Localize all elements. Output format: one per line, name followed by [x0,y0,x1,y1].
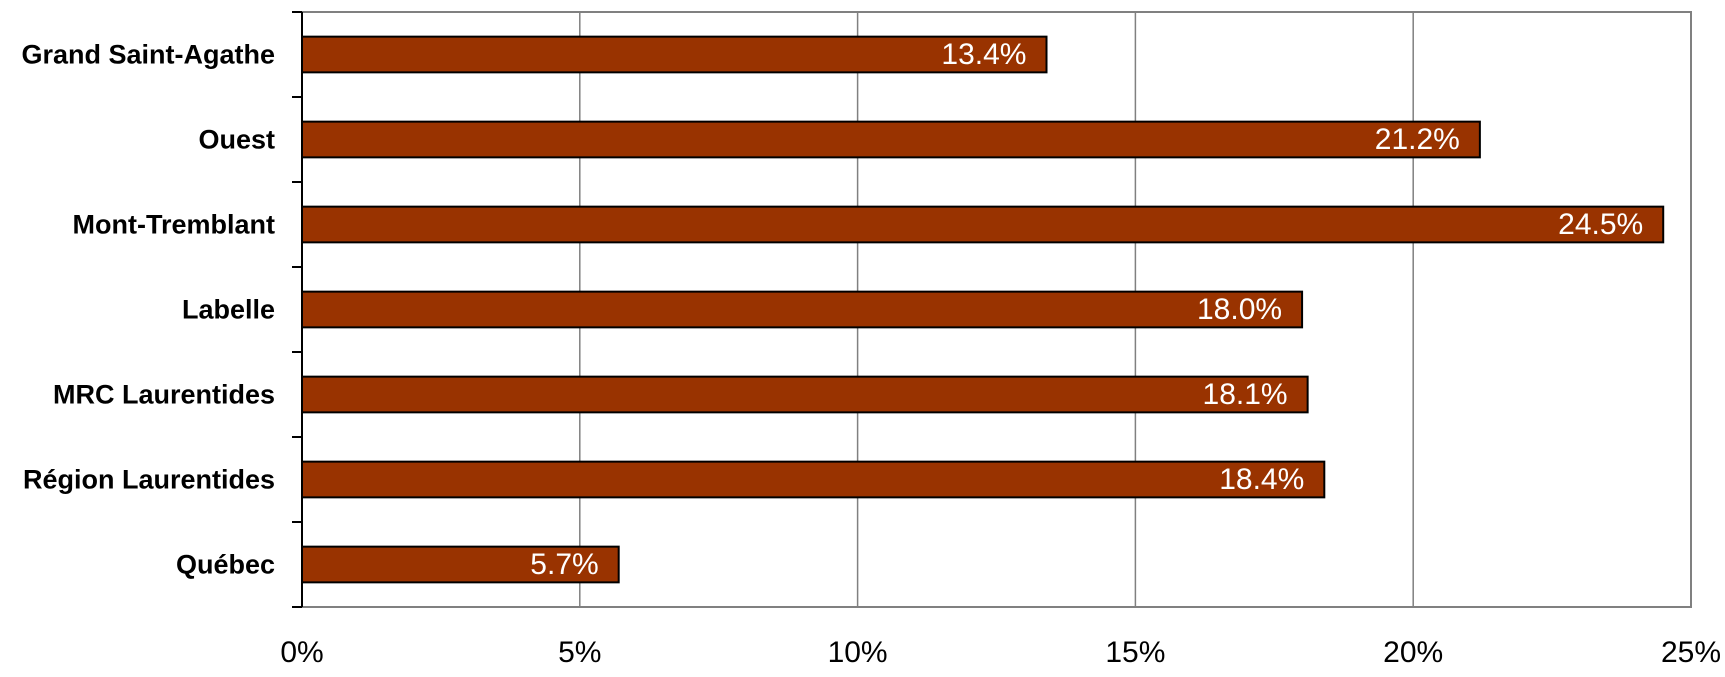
bar-2 [301,205,1665,244]
x-tick-label-3: 15% [1105,636,1165,669]
x-tick-label-2: 10% [828,636,888,669]
x-tick-labels: 0% 5% 10% 15% 20% 25% [280,636,1721,669]
category-label-4: MRC Laurentides [53,380,275,410]
bars [301,35,1665,584]
category-label-1: Ouest [198,125,275,155]
data-labels: 13.4% 21.2% 24.5% 18.0% 18.1% 18.4% 5.7% [530,38,1643,581]
data-label-1: 21.2% [1375,123,1460,156]
category-label-6: Québec [176,550,275,580]
x-tick-label-4: 20% [1383,636,1443,669]
bar-6 [301,545,620,584]
x-tick-label-0: 0% [280,636,323,669]
category-label-2: Mont-Tremblant [73,210,276,240]
x-tick-label-1: 5% [558,636,601,669]
x-tick-label-5: 25% [1661,636,1721,669]
bar-5 [301,460,1326,499]
category-label-5: Région Laurentides [23,465,275,495]
bar-4 [301,375,1309,414]
data-label-3: 18.0% [1197,293,1282,326]
data-label-4: 18.1% [1203,378,1288,411]
bar-1 [301,120,1481,159]
data-label-2: 24.5% [1558,208,1643,241]
category-labels: Grand Saint-Agathe Ouest Mont-Tremblant Lab… [21,40,275,580]
bar-0 [301,35,1048,74]
category-label-3: Labelle [182,295,275,325]
data-label-5: 18.4% [1219,463,1304,496]
bar-3 [301,290,1304,329]
category-label-0: Grand Saint-Agathe [21,40,275,70]
data-label-6: 5.7% [530,548,598,581]
data-label-0: 13.4% [941,38,1026,71]
y-axis [292,11,303,608]
